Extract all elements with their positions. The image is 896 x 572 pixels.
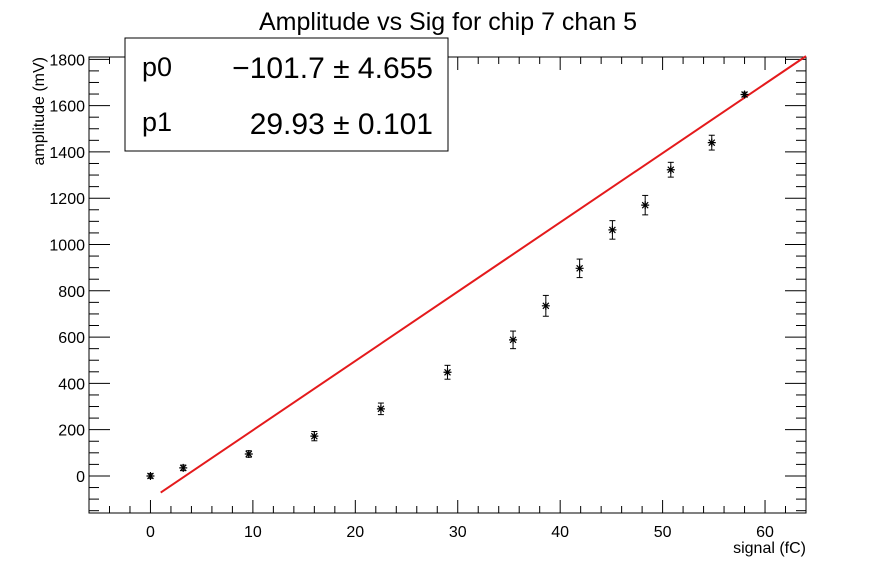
- data-point: [575, 258, 584, 279]
- y-tick-label: 400: [58, 376, 85, 393]
- asterisk-marker: [740, 90, 749, 99]
- fit-line: [160, 55, 807, 494]
- chart-title: Amplitude vs Sig for chip 7 chan 5: [259, 8, 637, 36]
- data-point: [509, 330, 518, 350]
- y-tick-label: 1200: [49, 191, 85, 208]
- asterisk-marker: [146, 471, 155, 480]
- y-tick-label: 1600: [49, 99, 85, 116]
- stats-p0-error: 4.655: [358, 52, 433, 85]
- stats-p0-name: p0: [142, 52, 172, 82]
- asterisk-marker: [179, 463, 188, 472]
- y-tick-label: 1400: [49, 145, 85, 162]
- stats-p1-estimate: 29.93: [250, 108, 325, 141]
- asterisk-marker: [310, 432, 319, 441]
- data-point: [244, 449, 253, 458]
- stats-p0-value: −101.7 ± 4.655: [232, 52, 433, 85]
- asterisk-marker: [376, 404, 385, 413]
- y-tick-label: 1800: [49, 52, 85, 69]
- asterisk-marker: [541, 301, 550, 310]
- y-tick-label: 600: [58, 330, 85, 347]
- data-point: [666, 161, 675, 178]
- asterisk-marker: [608, 225, 617, 234]
- x-tick-label: 50: [654, 524, 672, 541]
- x-tick-label: 10: [244, 524, 262, 541]
- y-tick-label: 800: [58, 284, 85, 301]
- x-tick-label: 30: [449, 524, 467, 541]
- stats-p0-pm: ±: [333, 52, 349, 85]
- asterisk-marker: [575, 264, 584, 273]
- stats-p1-error: 0.101: [358, 108, 433, 141]
- data-points-layer: [146, 90, 749, 480]
- x-tick-label: 60: [756, 524, 774, 541]
- fit-stats-box: p0 −101.7 ± 4.655 p1 29.93 ± 0.101: [124, 37, 449, 152]
- stats-p1-value: 29.93 ± 0.101: [250, 108, 433, 141]
- y-tick-label: 200: [58, 423, 85, 440]
- x-tick-label: 0: [146, 524, 155, 541]
- asterisk-marker: [707, 138, 716, 147]
- asterisk-marker: [509, 335, 518, 344]
- fit-line-layer: [160, 55, 807, 494]
- asterisk-marker: [244, 449, 253, 458]
- data-point: [310, 431, 319, 442]
- stats-p0-estimate: −101.7: [232, 52, 325, 85]
- asterisk-marker: [443, 368, 452, 377]
- asterisk-marker: [641, 201, 650, 210]
- data-point: [608, 220, 617, 240]
- data-point: [740, 90, 749, 99]
- asterisk-marker: [666, 165, 675, 174]
- y-axis: 0 200 400 600 800 1000 1200 1400 1600 1800: [49, 52, 806, 512]
- stats-p1-pm: ±: [333, 108, 349, 141]
- data-point: [641, 194, 650, 216]
- x-tick-label: 20: [346, 524, 364, 541]
- data-point: [443, 364, 452, 380]
- data-point: [146, 471, 155, 480]
- data-point: [376, 402, 385, 416]
- data-point: [707, 134, 716, 151]
- y-axis-label: amplitude (mV): [31, 57, 48, 165]
- stats-box-frame: [124, 37, 449, 152]
- stats-p1-name: p1: [142, 107, 172, 137]
- data-point: [179, 463, 188, 472]
- x-tick-label: 40: [551, 524, 569, 541]
- y-tick-label: 0: [76, 469, 85, 486]
- x-axis-label: signal (fC): [733, 540, 806, 557]
- data-point: [541, 294, 550, 317]
- y-tick-label: 1000: [49, 237, 85, 254]
